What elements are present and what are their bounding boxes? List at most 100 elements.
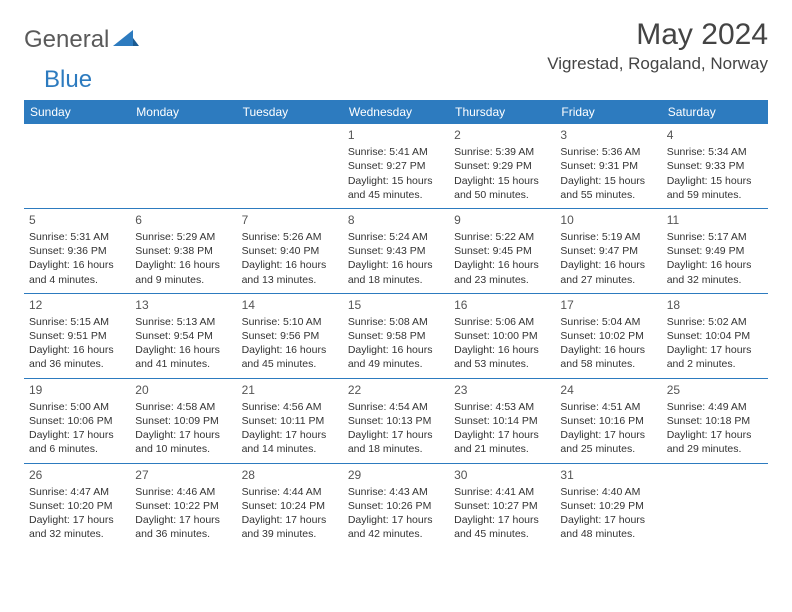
calendar-table: SundayMondayTuesdayWednesdayThursdayFrid… [24, 100, 768, 547]
sunset-text: Sunset: 9:45 PM [454, 244, 550, 258]
daylight-text: Daylight: 16 hours and 9 minutes. [135, 258, 231, 286]
calendar-day: 25 Sunrise: 4:49 AMSunset: 10:18 PMDaylig… [662, 378, 768, 463]
day-header: Wednesday [343, 100, 449, 124]
sunset-text: Sunset: 10:18 PM [667, 414, 763, 428]
day-number: 20 [135, 382, 231, 398]
calendar-day: 27Sunrise: 4:46 AMSunset: 10:22 PMDaylig… [130, 463, 236, 547]
sunset-text: Sunset: 9:51 PM [29, 329, 125, 343]
brand-part2: Blue [44, 66, 92, 94]
day-number: 14 [242, 297, 338, 313]
sunset-text: Sunset: 9:40 PM [242, 244, 338, 258]
calendar-week: 1Sunrise: 5:41 AMSunset: 9:27 PMDaylight… [24, 124, 768, 208]
day-number: 4 [667, 127, 763, 143]
day-number: 28 [242, 467, 338, 483]
sunset-text: Sunset: 9:43 PM [348, 244, 444, 258]
day-number: 1 [348, 127, 444, 143]
sunrise-text: Sunrise: 4:53 AM [454, 400, 550, 414]
sunrise-text: Sunrise: 4:44 AM [242, 485, 338, 499]
sunrise-text: Sunrise: 5:36 AM [560, 145, 656, 159]
day-header: Friday [555, 100, 661, 124]
sunrise-text: Sunrise: 5:13 AM [135, 315, 231, 329]
daylight-text: Daylight: 15 hours and 50 minutes. [454, 174, 550, 202]
day-header: Saturday [662, 100, 768, 124]
sunrise-text: Sunrise: 5:34 AM [667, 145, 763, 159]
calendar-day: 14Sunrise: 5:10 AMSunset: 9:56 PMDayligh… [237, 293, 343, 378]
day-number: 24 [560, 382, 656, 398]
sunrise-text: Sunrise: 4:56 AM [242, 400, 338, 414]
day-number: 3 [560, 127, 656, 143]
sunset-text: Sunset: 10:02 PM [560, 329, 656, 343]
calendar-week: 19Sunrise: 5:00 AMSunset: 10:06 PMDaylig… [24, 378, 768, 463]
sunrise-text: Sunrise: 5:19 AM [560, 230, 656, 244]
day-number: 8 [348, 212, 444, 228]
sunset-text: Sunset: 10:06 PM [29, 414, 125, 428]
calendar-head: SundayMondayTuesdayWednesdayThursdayFrid… [24, 100, 768, 124]
calendar-day: 4Sunrise: 5:34 AMSunset: 9:33 PMDaylight… [662, 124, 768, 208]
day-number: 16 [454, 297, 550, 313]
day-header: Thursday [449, 100, 555, 124]
day-number: 31 [560, 467, 656, 483]
calendar-empty [237, 124, 343, 208]
sunset-text: Sunset: 9:36 PM [29, 244, 125, 258]
sunset-text: Sunset: 9:38 PM [135, 244, 231, 258]
sunrise-text: Sunrise: 5:24 AM [348, 230, 444, 244]
sunrise-text: Sunrise: 4:49 AM [667, 400, 763, 414]
day-number: 10 [560, 212, 656, 228]
calendar-week: 26Sunrise: 4:47 AMSunset: 10:20 PMDaylig… [24, 463, 768, 547]
sunrise-text: Sunrise: 4:41 AM [454, 485, 550, 499]
calendar-day: 1Sunrise: 5:41 AMSunset: 9:27 PMDaylight… [343, 124, 449, 208]
sunset-text: Sunset: 9:47 PM [560, 244, 656, 258]
calendar-day: 21Sunrise: 4:56 AMSunset: 10:11 PMDaylig… [237, 378, 343, 463]
calendar-day: 3Sunrise: 5:36 AMSunset: 9:31 PMDaylight… [555, 124, 661, 208]
daylight-text: Daylight: 16 hours and 53 minutes. [454, 343, 550, 371]
calendar-day: 7Sunrise: 5:26 AMSunset: 9:40 PMDaylight… [237, 208, 343, 293]
sunrise-text: Sunrise: 5:08 AM [348, 315, 444, 329]
sunset-text: Sunset: 10:04 PM [667, 329, 763, 343]
daylight-text: Daylight: 17 hours and 6 minutes. [29, 428, 125, 456]
day-number: 27 [135, 467, 231, 483]
daylight-text: Daylight: 16 hours and 36 minutes. [29, 343, 125, 371]
sunset-text: Sunset: 10:24 PM [242, 499, 338, 513]
sunset-text: Sunset: 10:26 PM [348, 499, 444, 513]
sunset-text: Sunset: 10:11 PM [242, 414, 338, 428]
calendar-day: 17Sunrise: 5:04 AMSunset: 10:02 PMDaylig… [555, 293, 661, 378]
daylight-text: Daylight: 16 hours and 18 minutes. [348, 258, 444, 286]
day-number: 23 [454, 382, 550, 398]
sunset-text: Sunset: 10:20 PM [29, 499, 125, 513]
day-header: Monday [130, 100, 236, 124]
daylight-text: Daylight: 15 hours and 55 minutes. [560, 174, 656, 202]
sunrise-text: Sunrise: 5:17 AM [667, 230, 763, 244]
daylight-text: Daylight: 17 hours and 48 minutes. [560, 513, 656, 541]
sunset-text: Sunset: 9:54 PM [135, 329, 231, 343]
sunset-text: Sunset: 10:16 PM [560, 414, 656, 428]
calendar-day: 26Sunrise: 4:47 AMSunset: 10:20 PMDaylig… [24, 463, 130, 547]
sunrise-text: Sunrise: 4:46 AM [135, 485, 231, 499]
day-number: 17 [560, 297, 656, 313]
sunrise-text: Sunrise: 4:47 AM [29, 485, 125, 499]
sunrise-text: Sunrise: 4:54 AM [348, 400, 444, 414]
day-number: 15 [348, 297, 444, 313]
brand-part1: General [24, 26, 109, 54]
calendar-day: 9Sunrise: 5:22 AMSunset: 9:45 PMDaylight… [449, 208, 555, 293]
daylight-text: Daylight: 16 hours and 45 minutes. [242, 343, 338, 371]
day-number: 30 [454, 467, 550, 483]
sunset-text: Sunset: 9:33 PM [667, 159, 763, 173]
day-header: Tuesday [237, 100, 343, 124]
day-number: 12 [29, 297, 125, 313]
daylight-text: Daylight: 17 hours and 14 minutes. [242, 428, 338, 456]
sunset-text: Sunset: 9:49 PM [667, 244, 763, 258]
sunrise-text: Sunrise: 4:58 AM [135, 400, 231, 414]
calendar-day: 28Sunrise: 4:44 AMSunset: 10:24 PMDaylig… [237, 463, 343, 547]
day-number: 25 [667, 382, 763, 398]
daylight-text: Daylight: 16 hours and 27 minutes. [560, 258, 656, 286]
logo-icon [113, 28, 139, 53]
calendar-day: 23Sunrise: 4:53 AMSunset: 10:14 PMDaylig… [449, 378, 555, 463]
calendar-day: 19Sunrise: 5:00 AMSunset: 10:06 PMDaylig… [24, 378, 130, 463]
day-number: 11 [667, 212, 763, 228]
daylight-text: Daylight: 17 hours and 10 minutes. [135, 428, 231, 456]
calendar-day: 5Sunrise: 5:31 AMSunset: 9:36 PMDaylight… [24, 208, 130, 293]
sunrise-text: Sunrise: 5:04 AM [560, 315, 656, 329]
daylight-text: Daylight: 16 hours and 13 minutes. [242, 258, 338, 286]
daylight-text: Daylight: 17 hours and 29 minutes. [667, 428, 763, 456]
sunrise-text: Sunrise: 5:26 AM [242, 230, 338, 244]
